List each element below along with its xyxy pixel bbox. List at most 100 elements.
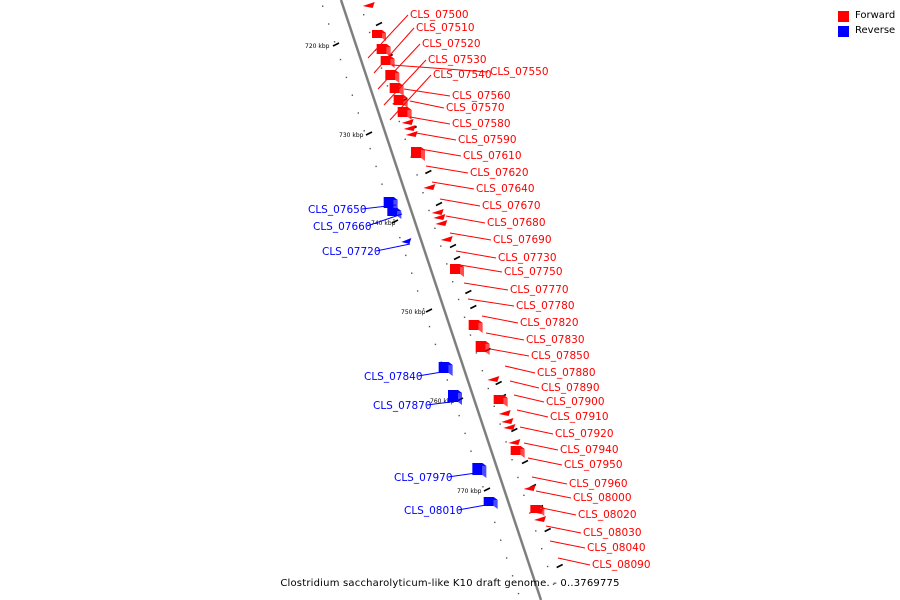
gene-feature (487, 376, 500, 382)
minor-tick (517, 476, 519, 479)
track-dash (464, 289, 472, 295)
minor-tick (499, 423, 501, 425)
leader-line (527, 457, 563, 466)
minor-tick (363, 130, 365, 132)
major-tick (365, 131, 373, 136)
scale-label: 750 kbp (401, 309, 426, 316)
leader-line (409, 100, 445, 109)
gene-feature (403, 125, 416, 131)
gene-feature (438, 362, 453, 376)
gene-feature (450, 264, 464, 277)
minor-tick (345, 76, 348, 79)
minor-tick (446, 379, 448, 381)
gene-label-forward: CLS_07550 (490, 66, 549, 78)
minor-tick (416, 174, 418, 176)
gene-label-reverse: CLS_08010 (404, 505, 463, 517)
gene-label-forward: CLS_07750 (504, 266, 563, 278)
gene-label-forward: CLS_07580 (452, 118, 511, 130)
leader-line (509, 380, 540, 389)
minor-tick (333, 41, 336, 43)
minor-tick (487, 387, 489, 390)
track-dash (449, 243, 457, 249)
track-dash (521, 459, 529, 465)
minor-tick (405, 254, 407, 257)
leader-line (391, 64, 489, 73)
gene-label-forward: CLS_07850 (531, 350, 590, 362)
gene-feature (498, 410, 511, 416)
minor-tick (469, 334, 472, 336)
leader-line (367, 14, 409, 59)
leader-line (531, 476, 568, 485)
gene-feature (468, 320, 483, 333)
gene-feature (503, 424, 516, 430)
gene-feature (510, 446, 525, 458)
gene-label-forward: CLS_08020 (578, 509, 637, 521)
gene-feature (387, 208, 402, 219)
track-dash (544, 527, 552, 533)
gene-label-forward: CLS_07910 (550, 411, 609, 423)
gene-label-forward: CLS_07670 (482, 200, 541, 212)
leader-line (403, 88, 451, 97)
gene-label-reverse: CLS_07720 (322, 246, 381, 258)
major-tick (483, 487, 491, 492)
minor-tick (494, 521, 496, 524)
map-caption: Clostridium saccharolyticum-like K10 dra… (0, 578, 900, 589)
genome-backbone (339, 0, 543, 600)
track-dash (556, 563, 564, 569)
gene-feature (508, 439, 521, 445)
gene-feature (385, 70, 400, 83)
gene-feature (472, 463, 487, 478)
gene-label-reverse: CLS_07840 (364, 371, 423, 383)
gene-label-forward: CLS_07590 (458, 134, 517, 146)
gene-label-forward: CLS_07530 (428, 54, 487, 66)
minor-tick (481, 370, 484, 372)
gene-feature (493, 395, 508, 407)
leader-line (504, 365, 536, 374)
leader-line (467, 298, 515, 307)
scale-label: 770 kbp (457, 488, 482, 495)
gene-label-forward: CLS_07830 (526, 334, 585, 346)
leader-line (523, 442, 559, 451)
gene-label-forward: CLS_07780 (516, 300, 575, 312)
gene-feature (372, 30, 386, 41)
leader-line (481, 315, 519, 324)
gene-label-forward: CLS_07640 (476, 183, 535, 195)
leader-line (455, 250, 497, 259)
leader-line (415, 132, 457, 141)
minor-tick (458, 414, 460, 417)
minor-tick (398, 120, 400, 123)
gene-label-forward: CLS_07520 (422, 38, 481, 50)
gene-label-reverse: CLS_07660 (313, 221, 372, 233)
leader-line (541, 507, 577, 516)
minor-tick (380, 67, 383, 69)
gene-label-forward: CLS_07610 (463, 150, 522, 162)
leader-line (409, 116, 451, 125)
leader-line (425, 165, 469, 174)
legend-item-forward: Forward (838, 9, 898, 24)
minor-tick (541, 548, 543, 550)
gene-feature (423, 184, 436, 190)
major-tick (425, 308, 433, 313)
minor-tick (339, 58, 342, 61)
backbone-layer (339, 0, 543, 600)
leader-line (373, 27, 415, 74)
minor-tick (368, 31, 371, 34)
leader-line (445, 215, 486, 224)
minor-tick (511, 459, 513, 461)
scale-label: 730 kbp (339, 132, 364, 139)
gene-label-forward: CLS_07690 (493, 234, 552, 246)
gene-feature (523, 485, 536, 491)
leader-line (377, 43, 421, 90)
gene-label-forward: CLS_07950 (564, 459, 623, 471)
minor-tick (440, 245, 442, 247)
leader-line (463, 282, 509, 291)
gene-feature (431, 209, 444, 215)
minor-tick (375, 165, 377, 168)
track-dash (375, 21, 383, 27)
gene-feature (435, 220, 448, 226)
leader-line (513, 394, 545, 403)
leader-line (489, 348, 530, 357)
leader-line (431, 181, 475, 190)
track-dash (469, 304, 477, 310)
leader-line (459, 264, 503, 273)
